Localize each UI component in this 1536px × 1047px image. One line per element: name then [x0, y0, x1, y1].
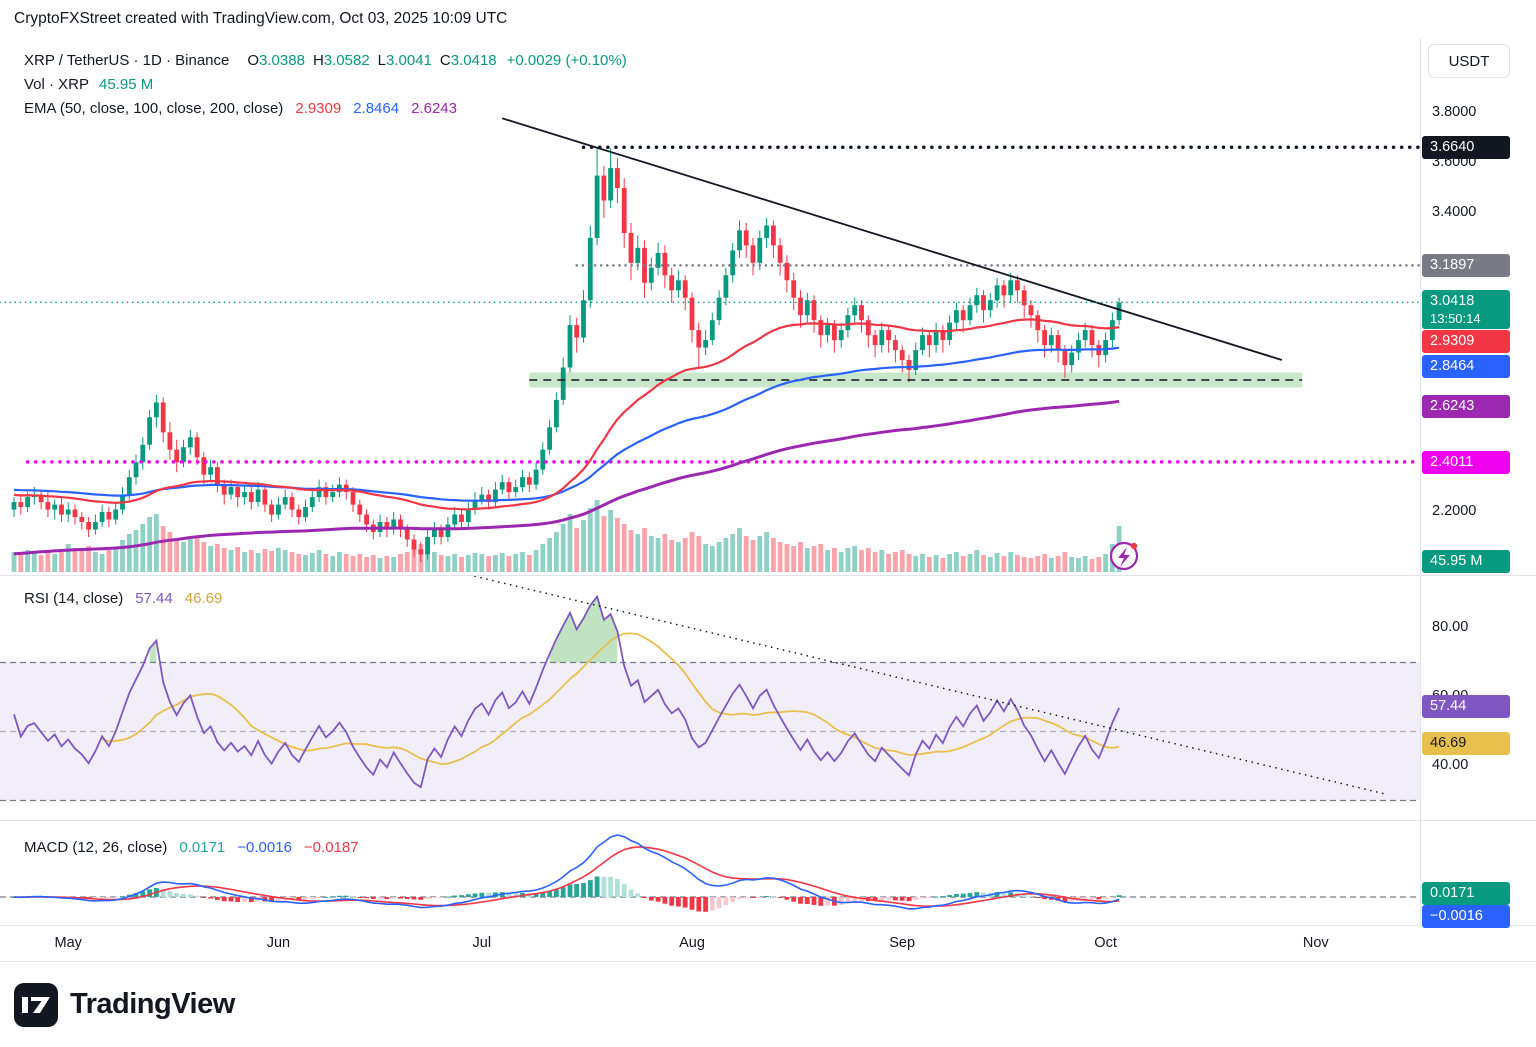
macd-hist-badge: 0.0171: [1422, 882, 1510, 905]
ema200-badge: 2.6243: [1422, 395, 1510, 419]
magenta-level-badge: 2.4011: [1422, 450, 1510, 474]
attribution-text: CryptoFXStreet created with TradingView.…: [14, 10, 508, 27]
price-axis-divider[interactable]: [1420, 38, 1421, 962]
close-value: 3.0418: [450, 51, 497, 69]
rsi-label[interactable]: RSI (14, close): [24, 589, 124, 607]
tradingview-logo-text: TradingView: [70, 988, 235, 1020]
low-value: 3.0041: [386, 51, 432, 69]
time-axis-label: Aug: [679, 935, 705, 951]
flash-icon[interactable]: [1109, 541, 1139, 571]
volume-badge: 45.95 M: [1422, 550, 1510, 573]
high-value: 3.0582: [323, 51, 370, 69]
low-label: L: [377, 51, 387, 69]
attribution-bar: CryptoFXStreet created with TradingView.…: [0, 0, 1536, 38]
ema-label[interactable]: EMA (50, close, 100, close, 200, close): [24, 99, 284, 117]
close-label: C: [439, 51, 451, 69]
currency-toggle-button[interactable]: USDT: [1428, 44, 1510, 78]
volume-row: Vol · XRP 45.95 M: [24, 72, 627, 96]
macd-label[interactable]: MACD (12, 26, close): [24, 838, 168, 856]
change-value: +0.0029 (+0.10%): [506, 51, 627, 69]
last-price-badge: 3.0418 13:50:14: [1422, 290, 1510, 330]
panel-divider[interactable]: [0, 820, 1536, 821]
volume-value: 45.95 M: [99, 75, 154, 93]
axis-tick: 60.00: [1432, 688, 1469, 704]
ema50-value: 2.9309: [295, 99, 342, 117]
time-axis-label: Sep: [889, 935, 916, 951]
rsi-ma-badge: 46.69: [1422, 731, 1510, 755]
macd-line-value: −0.0016: [237, 838, 292, 856]
ema100-badge: 2.8464: [1422, 355, 1510, 378]
macd-hist-value: 0.0171: [179, 838, 226, 856]
ema100-value: 2.8464: [353, 99, 400, 117]
rsi-ma-value: 46.69: [184, 589, 223, 607]
rsi-badge: 57.44: [1422, 694, 1510, 718]
rsi-panel-canvas[interactable]: [0, 575, 1420, 820]
price-chart-canvas[interactable]: [0, 38, 1420, 575]
open-label: O: [247, 51, 260, 69]
rsi-legend: RSI (14, close) 57.44 46.69: [24, 586, 222, 610]
macd-legend: MACD (12, 26, close) 0.0171 −0.0016 −0.0…: [24, 835, 359, 859]
open-value: 3.0388: [259, 51, 305, 69]
footer: TradingView: [0, 962, 1536, 1047]
axis-tick: 40.00: [1432, 757, 1469, 773]
tradingview-logo[interactable]: TradingView: [14, 982, 235, 1027]
axis-tick: 3.4000: [1432, 204, 1477, 220]
symbol-title[interactable]: XRP / TetherUS · 1D · Binance: [24, 51, 230, 69]
axis-tick: 3.6000: [1432, 154, 1477, 171]
panel-divider[interactable]: [0, 575, 1536, 576]
tradingview-logo-icon: [14, 982, 58, 1027]
time-axis-label: Jun: [266, 935, 291, 951]
rsi-value: 57.44: [135, 589, 173, 607]
ema-row: EMA (50, close, 100, close, 200, close) …: [24, 96, 627, 120]
time-axis-label: Jul: [472, 935, 492, 951]
high-label: H: [312, 51, 324, 69]
axis-tick: 2.2000: [1432, 503, 1477, 520]
macd-panel-canvas[interactable]: [0, 820, 1420, 925]
ema200-value: 2.6243: [411, 99, 457, 117]
ema50-badge: 2.9309: [1422, 330, 1510, 353]
minor-resistance-badge: 3.1897: [1422, 254, 1510, 278]
time-axis[interactable]: May Jun Jul Aug Sep Oct Nov: [0, 925, 1536, 962]
macd-signal-value: −0.0187: [303, 838, 359, 856]
resistance-badge: 3.6640: [1422, 136, 1510, 160]
time-axis-label: Nov: [1302, 935, 1329, 951]
time-axis-label: Oct: [1094, 935, 1117, 951]
volume-label[interactable]: Vol · XRP: [24, 75, 90, 93]
axis-tick: 3.8000: [1432, 104, 1477, 121]
time-axis-label: May: [54, 935, 82, 951]
axis-tick: 80.00: [1432, 619, 1469, 635]
